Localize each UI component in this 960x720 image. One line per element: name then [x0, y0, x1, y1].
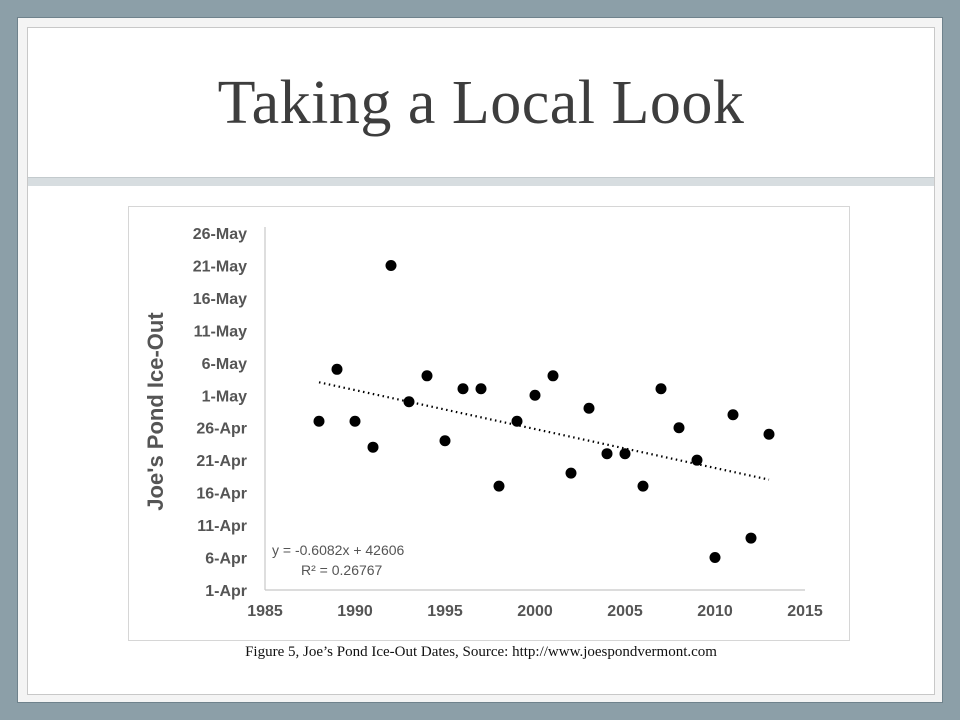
data-point — [511, 415, 523, 427]
scatter-chart: 1-Apr 6-Apr 11-Apr 16-Apr 21-Apr 26-Apr 1-May 6… — [128, 206, 850, 641]
y-tick-label: 16-Apr — [196, 486, 247, 503]
title-divider — [28, 177, 934, 186]
data-point — [619, 448, 631, 460]
data-point — [637, 480, 649, 492]
trendline — [318, 381, 770, 481]
y-tick-label: 21-May — [193, 258, 247, 275]
slide-content: Taking a Local Look 1-Apr 6-Apr 11-Apr 16-A… — [27, 27, 935, 695]
data-point — [529, 389, 541, 401]
x-tick-label: 2010 — [697, 603, 733, 620]
data-point — [385, 259, 397, 271]
trendline-group — [318, 381, 770, 481]
x-tick-labels: 1985 1990 1995 2000 2005 2010 2015 — [247, 603, 823, 620]
trend-r-squared: R² = 0.26767 — [301, 562, 383, 578]
y-tick-label: 6-Apr — [205, 551, 247, 568]
data-point — [673, 422, 685, 434]
data-point — [493, 480, 505, 492]
y-tick-label: 1-Apr — [205, 583, 247, 600]
y-tick-label: 26-May — [193, 226, 247, 243]
figure-caption: Figure 5, Joe’s Pond Ice-Out Dates, Sour… — [245, 644, 717, 660]
data-point — [727, 409, 739, 421]
slide-title: Taking a Local Look — [217, 69, 745, 137]
data-point — [691, 454, 703, 466]
slide-frame: Taking a Local Look 1-Apr 6-Apr 11-Apr 16-A… — [18, 18, 942, 702]
y-axis-label: Joe's Pond Ice-Out — [143, 312, 168, 511]
data-point — [475, 383, 487, 395]
data-point — [601, 448, 613, 460]
x-tick-label: 1995 — [427, 603, 463, 620]
data-point — [547, 370, 559, 382]
data-point — [745, 532, 757, 544]
x-tick-label: 2005 — [607, 603, 643, 620]
y-tick-label: 21-Apr — [196, 453, 247, 470]
y-tick-label: 1-May — [202, 388, 247, 405]
y-tick-label: 6-May — [202, 356, 247, 373]
y-tick-label: 16-May — [193, 291, 247, 308]
data-point — [349, 415, 361, 427]
x-tick-label: 1990 — [337, 603, 373, 620]
data-point — [331, 363, 343, 375]
data-points — [313, 259, 775, 564]
data-point — [403, 396, 415, 408]
data-point — [367, 441, 379, 453]
data-point — [709, 552, 721, 564]
y-tick-labels: 1-Apr 6-Apr 11-Apr 16-Apr 21-Apr 26-Apr 1-May 6… — [193, 226, 247, 600]
y-tick-label: 11-May — [194, 323, 247, 340]
data-point — [763, 428, 775, 440]
trend-equation: y = -0.6082x + 42606 — [272, 542, 405, 558]
y-tick-label: 26-Apr — [196, 421, 247, 438]
chart-svg: 1-Apr 6-Apr 11-Apr 16-Apr 21-Apr 26-Apr 1-May 6… — [143, 226, 823, 620]
data-point — [583, 402, 595, 414]
data-point — [565, 467, 577, 479]
data-point — [421, 370, 433, 382]
x-tick-label: 1985 — [247, 603, 283, 620]
data-point — [439, 435, 451, 447]
chart-axes — [264, 227, 805, 591]
data-point — [313, 415, 325, 427]
y-tick-label: 11-Apr — [197, 518, 247, 535]
x-tick-label: 2000 — [517, 603, 553, 620]
data-point — [457, 383, 469, 395]
data-point — [655, 383, 667, 395]
x-tick-label: 2015 — [787, 603, 823, 620]
